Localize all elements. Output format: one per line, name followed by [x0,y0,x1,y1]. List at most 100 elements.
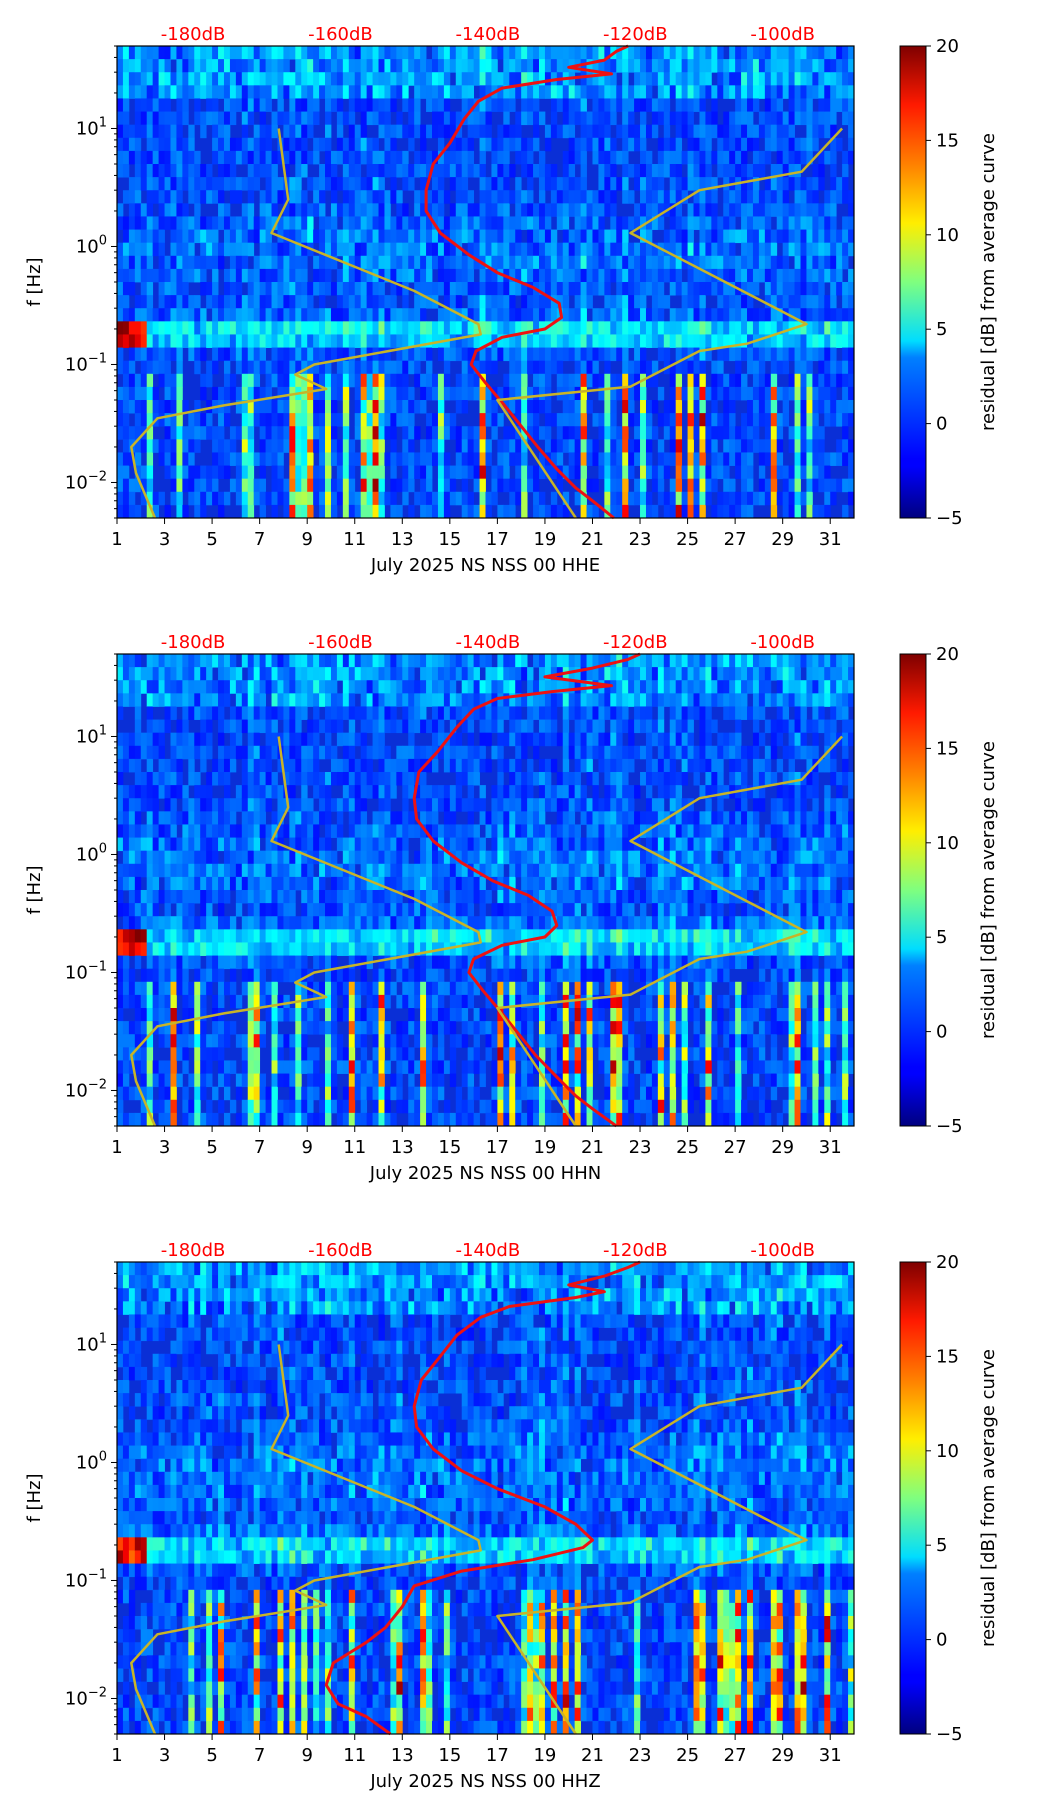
heatmap-cell [182,968,189,983]
heatmap-cell [752,255,760,270]
heatmap-cell [152,1060,159,1074]
heatmap-cell [152,164,159,178]
heatmap-cell [313,308,320,322]
heatmap-cell [527,203,534,217]
heatmap-cell [426,413,433,427]
heatmap-cell [812,46,819,60]
heatmap-cell [610,347,617,362]
heatmap-cell [604,85,611,99]
heatmap-cell [729,373,736,388]
heatmap-cell [336,111,344,126]
heatmap-cell [176,439,183,453]
heatmap-cell [360,216,368,230]
heatmap-cell [253,334,261,348]
heatmap-cell [277,308,284,322]
heatmap-cell [574,150,581,165]
heatmap-cell [824,386,831,401]
heatmap-layer [117,654,855,1127]
heatmap-cell [241,491,249,506]
heatmap-cell [360,150,368,165]
heatmap-cell [117,968,124,983]
heatmap-cell [634,360,641,375]
heatmap-cell [295,190,302,204]
heatmap-cell [770,282,778,296]
heatmap-cell [550,164,558,178]
heatmap-cell [295,177,302,191]
heatmap-cell [836,46,843,60]
heatmap-cell [152,850,159,865]
heatmap-cell [170,426,177,440]
heatmap-cell [628,400,635,414]
heatmap-cell [568,111,576,126]
heatmap-cell [265,981,272,996]
heatmap-cell [372,203,379,217]
heatmap-cell [544,242,552,257]
heatmap-cell [414,282,421,296]
heatmap-cell [289,124,296,139]
heatmap-cell [669,203,677,217]
heatmap-cell [212,680,219,694]
heatmap-cell [158,413,165,427]
heatmap-cell [277,216,284,230]
heatmap-cell [117,85,124,99]
heatmap-cell [669,177,677,191]
heatmap-cell [527,400,534,414]
heatmap-cell [152,785,159,799]
heatmap-cell [170,478,177,493]
heatmap-cell [241,85,249,99]
heatmap-cell [616,373,623,388]
heatmap-cell [527,360,534,375]
heatmap-cell [687,177,694,191]
heatmap-cell [313,360,320,375]
heatmap-cell [164,85,171,99]
heatmap-cell [122,876,130,891]
heatmap-cell [325,321,332,335]
heatmap-cell [164,693,171,707]
heatmap-cell [782,321,790,335]
heatmap-cell [342,177,350,191]
heatmap-cell [158,321,165,335]
heatmap-cell [259,850,266,865]
heatmap-cell [556,242,564,257]
heatmap-cell [598,124,605,139]
heatmap-cell [253,321,261,335]
heatmap-cell [521,98,528,112]
heatmap-cell [717,216,724,230]
heatmap-cell [158,811,165,825]
heatmap-cell [848,400,855,414]
heatmap-cell [527,478,534,493]
heatmap-cell [140,282,148,296]
heatmap-cell [776,360,784,375]
heatmap-cell [794,59,801,73]
heatmap-cell [200,1021,207,1035]
heatmap-cell [128,876,136,891]
heatmap-cell [836,282,843,296]
heatmap-cell [122,400,130,414]
heatmap-cell [402,59,409,73]
heatmap-cell [271,426,278,440]
heatmap-cell [301,203,308,217]
heatmap-cell [366,282,373,296]
heatmap-cell [336,59,344,73]
heatmap-cell [437,98,445,112]
heatmap-cell [776,190,784,204]
heatmap-cell [122,334,130,348]
heatmap-cell [206,942,213,956]
heatmap-cell [414,216,421,230]
heatmap-cell [122,373,130,388]
heatmap-cell [348,59,356,73]
heatmap-cell [188,85,195,99]
heatmap-cell [301,1047,308,1061]
heatmap-cell [206,282,213,296]
heatmap-cell [467,347,475,362]
heatmap-cell [194,929,201,943]
heatmap-cell [212,890,219,904]
heatmap-cell [770,164,778,178]
heatmap-cell [325,255,332,270]
heatmap-cell [223,654,231,668]
heatmap-cell [218,942,225,956]
heatmap-cell [764,190,772,204]
heatmap-cell [378,203,385,217]
heatmap-cell [610,190,617,204]
heatmap-cell [645,203,653,217]
